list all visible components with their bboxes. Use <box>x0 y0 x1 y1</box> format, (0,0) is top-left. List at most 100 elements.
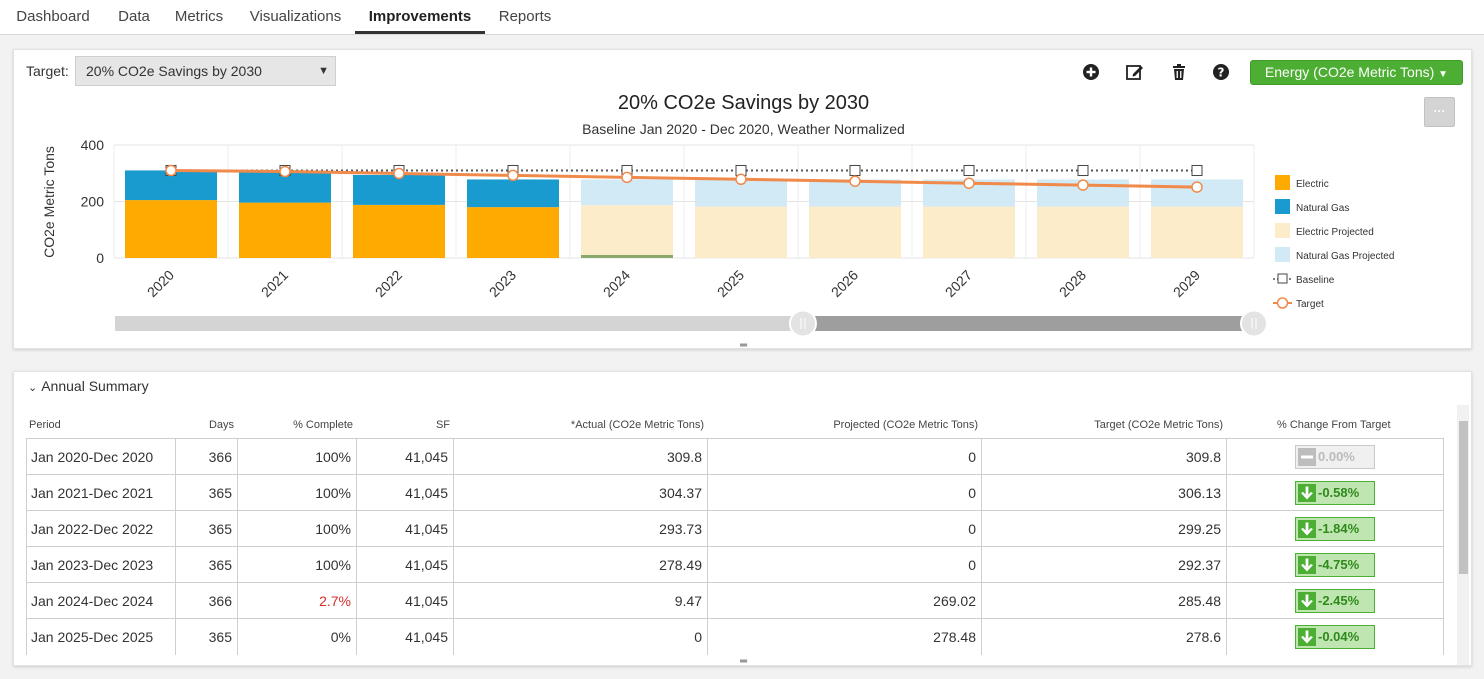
bar-electric-2022 <box>353 204 445 258</box>
column-divider <box>26 439 27 475</box>
x-tick-label: 2027 <box>942 267 975 300</box>
add-target-button[interactable] <box>1080 61 1102 83</box>
target-select[interactable]: 20% CO2e Savings by 2030 ▼ <box>75 56 336 86</box>
plus-circle-icon <box>1083 64 1099 80</box>
x-tick-label: 2025 <box>714 267 747 300</box>
column-divider <box>981 439 982 475</box>
tab-metrics[interactable]: Metrics <box>174 8 224 25</box>
column-divider <box>237 475 238 511</box>
target-point-2020 <box>165 164 177 177</box>
bar-electric-projected-2027 <box>923 206 1015 258</box>
arrow-down-icon <box>1298 520 1316 538</box>
range-handle-start[interactable] <box>788 309 817 338</box>
range-selection <box>802 316 1254 331</box>
table-row: Jan 2022-Dec 2022 365 100% 41,045 293.73 0 299… <box>26 510 1444 547</box>
cell-days: 366 <box>208 593 232 609</box>
range-handle-end[interactable] <box>1240 309 1268 338</box>
table-row: Jan 2020-Dec 2020 366 100% 41,045 309.8 0 309.… <box>26 438 1444 475</box>
change-value: -1.84% <box>1318 521 1360 536</box>
cell-actual: 278.49 <box>659 557 702 573</box>
change-badge: -1.84% <box>1295 517 1375 541</box>
x-tick-label: 2021 <box>258 267 291 300</box>
legend-label-electric: Electric <box>1296 179 1329 190</box>
edit-target-button[interactable] <box>1124 61 1146 83</box>
bar-electric-2023 <box>467 207 559 258</box>
target-point-2023 <box>507 169 519 182</box>
cell-target: 292.37 <box>1178 557 1221 573</box>
cell-period: Jan 2023-Dec 2023 <box>31 557 154 573</box>
tab-visualizations[interactable]: Visualizations <box>249 8 342 25</box>
cell-target: 306.13 <box>1178 485 1221 501</box>
scrollbar-thumb[interactable] <box>1459 421 1468 574</box>
change-value: -4.75% <box>1318 557 1360 572</box>
column-divider <box>175 475 176 511</box>
bar-electric-projected-2026 <box>809 206 901 258</box>
column-divider <box>1443 439 1444 475</box>
cell-sf: 41,045 <box>405 593 448 609</box>
chart-subtitle: Baseline Jan 2020 - Dec 2020, Weather No… <box>582 121 905 137</box>
column-divider <box>356 511 357 547</box>
column-divider <box>1226 439 1227 475</box>
arrow-down-icon <box>1298 484 1316 502</box>
chart-resize-handle[interactable]: ═ <box>739 340 748 351</box>
legend-label-natural-gas-projected: Natural Gas Projected <box>1296 251 1394 262</box>
column-divider <box>237 583 238 619</box>
column-divider <box>237 439 238 475</box>
cell-target: 299.25 <box>1178 521 1221 537</box>
column-divider <box>981 511 982 547</box>
tab-data[interactable]: Data <box>118 8 150 25</box>
summary-resize-handle[interactable]: ═ <box>739 656 748 667</box>
column-header: % Complete <box>293 419 353 431</box>
column-divider <box>175 439 176 475</box>
column-divider <box>356 547 357 583</box>
change-value: -2.45% <box>1318 593 1360 608</box>
column-divider <box>237 619 238 655</box>
y-tick-label: 400 <box>81 137 105 153</box>
column-divider <box>453 439 454 475</box>
table-scrollbar[interactable] <box>1457 405 1469 665</box>
cell-actual: 304.37 <box>659 485 702 501</box>
column-header: Projected (CO2e Metric Tons) <box>833 419 978 431</box>
tab-reports[interactable]: Reports <box>498 8 552 25</box>
column-divider <box>453 475 454 511</box>
bar-actual-sliver-2024 <box>581 255 673 258</box>
cell-sf: 41,045 <box>405 521 448 537</box>
cell-actual: 293.73 <box>659 521 702 537</box>
change-badge: -2.45% <box>1295 589 1375 613</box>
target-point-2027 <box>963 177 975 189</box>
chevron-down-icon: ▼ <box>318 65 329 77</box>
column-divider <box>1226 475 1227 511</box>
bar-electric-2021 <box>239 202 331 258</box>
annual-summary-toggle[interactable]: ⌄ Annual Summary <box>28 378 149 394</box>
delete-target-button[interactable] <box>1168 61 1190 83</box>
energy-units-dropdown[interactable]: Energy (CO2e Metric Tons) ▼ <box>1250 60 1463 85</box>
column-divider <box>981 619 982 655</box>
bar-electric-projected-2024 <box>581 205 673 256</box>
cell-projected: 0 <box>968 557 976 573</box>
y-tick-label: 0 <box>96 250 104 266</box>
change-value: -0.04% <box>1318 629 1360 644</box>
legend-swatch-natural-gas-projected <box>1275 247 1290 262</box>
cell-period: Jan 2024-Dec 2024 <box>31 593 154 609</box>
target-point-2025 <box>735 173 747 186</box>
tab-improvements[interactable]: Improvements <box>355 0 485 34</box>
bar-natural-gas-2023 <box>467 179 559 208</box>
co2e-chart: 0 200 400 CO2e Metric Tons 2020 2021 2022 2023 2… <box>41 137 1394 338</box>
column-divider <box>981 547 982 583</box>
x-tick-label: 2023 <box>486 267 519 300</box>
column-divider <box>26 583 27 619</box>
cell-target: 278.6 <box>1185 629 1221 645</box>
legend-swatch-electric-projected <box>1275 223 1290 238</box>
table-row: Jan 2024-Dec 2024 366 2.7% 41,045 9.47 269.02… <box>26 582 1444 619</box>
column-divider <box>26 547 27 583</box>
annual-summary-title: Annual Summary <box>41 378 149 394</box>
target-point-2029 <box>1191 181 1203 193</box>
column-header: Period <box>29 419 61 431</box>
cell-period: Jan 2025-Dec 2025 <box>31 629 154 645</box>
more-options-button[interactable]: ··· <box>1424 97 1455 127</box>
column-divider <box>707 439 708 475</box>
help-button[interactable]: ? <box>1210 61 1232 83</box>
x-tick-label: 2026 <box>828 267 861 300</box>
bar-natural-gas-projected-2024 <box>581 179 673 206</box>
tab-dashboard[interactable]: Dashboard <box>16 8 90 25</box>
